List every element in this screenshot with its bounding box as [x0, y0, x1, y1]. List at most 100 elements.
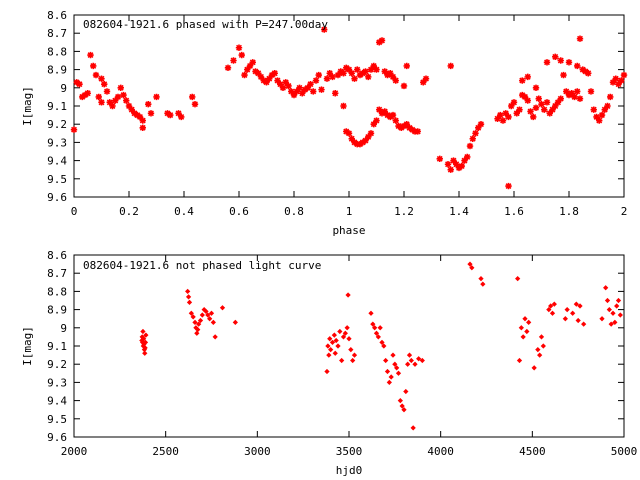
data-point: [416, 356, 422, 362]
data-point: [557, 95, 564, 102]
data-point: [537, 352, 543, 358]
data-point: [185, 294, 192, 300]
phased-x-tick-label: 0.2: [119, 205, 139, 218]
data-point: [333, 337, 339, 344]
data-point: [197, 317, 204, 324]
data-point: [279, 84, 287, 91]
data-point: [612, 319, 618, 325]
data-point: [185, 288, 191, 295]
data-point: [541, 106, 548, 113]
data-point: [178, 113, 185, 121]
data-point: [607, 93, 614, 101]
data-point: [598, 111, 606, 119]
data-point: [332, 90, 339, 97]
data-point: [340, 102, 347, 110]
data-point: [90, 62, 97, 70]
data-point: [521, 93, 529, 101]
data-point: [601, 106, 608, 113]
data-point: [552, 53, 559, 61]
phased-y-tick-label: 8.7: [47, 27, 67, 40]
data-point: [590, 106, 597, 113]
data-point: [596, 117, 603, 124]
data-point: [370, 62, 377, 70]
data-point: [232, 319, 238, 325]
data-point: [526, 319, 532, 325]
data-point: [142, 339, 149, 345]
data-point: [140, 328, 146, 335]
data-point: [574, 62, 581, 70]
data-point: [518, 325, 524, 331]
data-point: [238, 51, 245, 59]
phased-chart-title: 082604-1921.6 phased with P=247.00day: [83, 18, 328, 31]
data-point: [299, 90, 306, 97]
data-point: [365, 73, 372, 81]
data-point: [535, 95, 542, 102]
data-point: [400, 82, 408, 90]
data-point: [538, 100, 545, 108]
data-point: [618, 77, 625, 84]
data-point: [190, 314, 196, 320]
data-point: [196, 321, 202, 327]
data-point: [324, 368, 330, 375]
phased-y-tick-label: 9.3: [47, 136, 67, 149]
data-point: [522, 316, 528, 322]
data-point: [142, 350, 148, 356]
data-point: [538, 334, 545, 340]
data-point: [207, 316, 213, 322]
data-point: [348, 135, 355, 142]
data-point: [581, 321, 587, 327]
data-point: [527, 108, 534, 115]
data-point: [593, 113, 600, 121]
data-point: [153, 93, 160, 101]
data-point: [123, 97, 130, 104]
data-point: [143, 332, 149, 338]
data-point: [565, 59, 573, 66]
data-point: [109, 102, 116, 110]
data-point: [87, 51, 94, 59]
data-point: [282, 79, 289, 86]
data-point: [444, 161, 452, 168]
unphased-x-axis-label: hjd0: [336, 464, 363, 477]
data-point: [337, 328, 343, 335]
data-point: [516, 106, 523, 113]
data-point: [370, 321, 376, 327]
data-point: [92, 71, 100, 79]
data-point: [510, 99, 518, 106]
data-point: [325, 343, 331, 349]
phased-y-tick-label: 8.6: [47, 9, 67, 22]
unphased-y-tick-label: 9.4: [47, 395, 67, 408]
data-point: [560, 71, 567, 79]
data-point: [381, 108, 388, 115]
data-point: [505, 113, 512, 121]
data-point: [475, 124, 482, 132]
unphased-y-tick-label: 8.8: [47, 285, 67, 298]
data-point: [326, 352, 332, 358]
data-point: [480, 281, 486, 287]
data-point: [212, 334, 218, 340]
data-point: [208, 310, 215, 316]
phased-panel: 0 0.2 0.4 0.6 0.8 1 1.2 1.4 1.6 1.8 2 8.6 8.7 8.8 8.9 9…: [21, 9, 627, 237]
data-point: [532, 104, 540, 112]
data-point: [332, 350, 338, 356]
data-point: [477, 121, 485, 128]
unphased-x-tick-label: 2500: [152, 445, 179, 458]
data-point: [290, 91, 298, 99]
data-point: [205, 312, 211, 318]
data-point: [497, 111, 504, 119]
data-point: [277, 80, 284, 88]
data-point: [312, 77, 320, 84]
data-point: [288, 88, 295, 95]
data-point: [395, 370, 402, 376]
data-point: [321, 26, 328, 33]
data-point: [114, 93, 122, 101]
data-point: [307, 80, 314, 88]
data-point: [612, 75, 619, 82]
phased-axis-ticks: 0 0.2 0.4 0.6 0.8 1 1.2 1.4 1.6 1.8 2 8.6 8.7 8.8 8.9 9…: [47, 9, 627, 218]
phased-y-tick-label: 9.2: [47, 118, 67, 131]
data-point: [447, 166, 454, 173]
data-point: [575, 317, 581, 324]
unphased-y-tick-label: 8.6: [47, 249, 67, 262]
data-point: [615, 80, 622, 88]
data-point: [577, 303, 583, 309]
data-point: [188, 310, 194, 316]
